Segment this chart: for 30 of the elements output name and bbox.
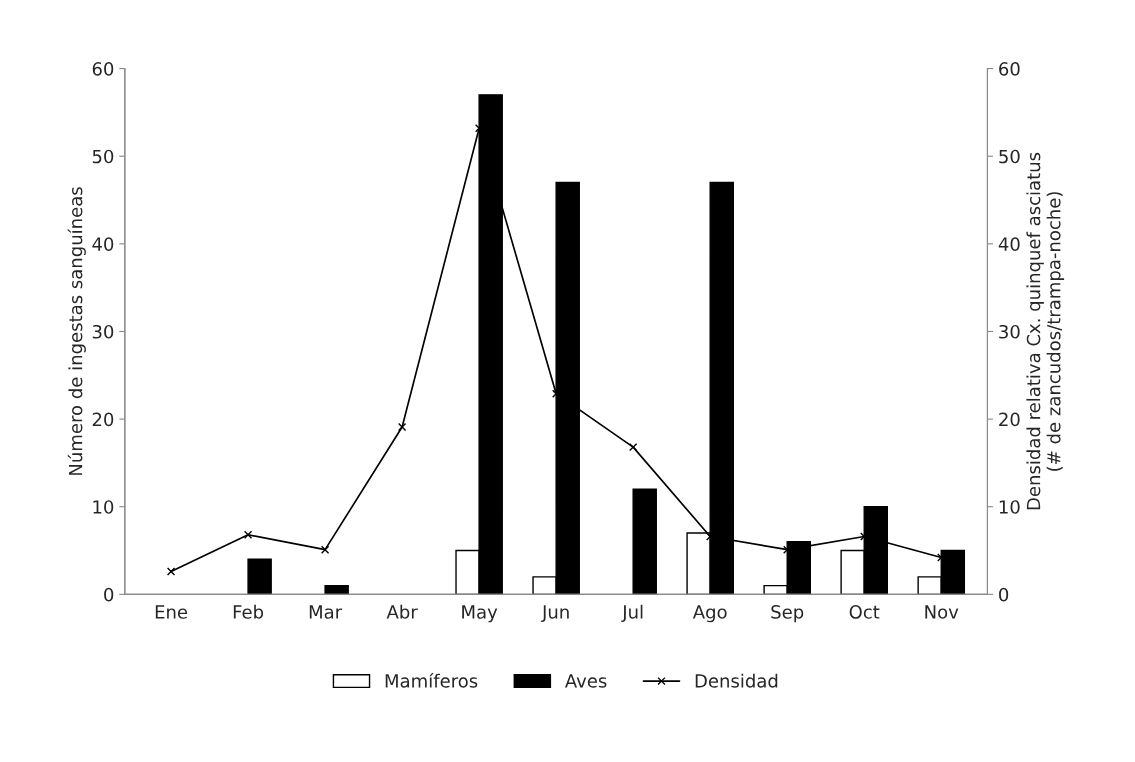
legend-label: Mamíferos: [385, 672, 478, 688]
y2-axis-title: Densidad relativa Cx. quinquef asciatus (# de zancudos/trampa-noche): [1026, 152, 1065, 510]
y2-tick-label: 50: [999, 149, 1020, 164]
y2-tick-label: 30: [999, 324, 1020, 339]
y2-tick-label: 10: [999, 500, 1020, 514]
y2-tick-label: 20: [999, 412, 1020, 427]
x-tick-label: Sep: [771, 605, 804, 623]
y-axis-title: Número de ingestas sanguíneas: [67, 187, 86, 475]
x-tick-label: Nov: [925, 605, 959, 619]
legend-label: Aves: [564, 674, 607, 688]
legend-label: Densidad: [695, 673, 778, 688]
x-tick-label: May: [462, 605, 498, 623]
y-tick-label: 0: [104, 587, 114, 602]
y-tick-label: 30: [92, 324, 114, 339]
x-tick-label: Jul: [621, 604, 643, 623]
x-tick-label: Jun: [541, 605, 569, 623]
y2-tick-label: 40: [998, 237, 1020, 251]
x-tick-label: Abr: [386, 604, 418, 619]
y-tick-label: 20: [92, 412, 114, 427]
x-tick-label: Ago: [692, 605, 727, 623]
y2-tick-label: 60: [999, 62, 1020, 76]
x-tick-label: Oct: [849, 605, 880, 619]
y-tick-label: 50: [92, 149, 114, 164]
y-tick-label: 10: [93, 500, 114, 514]
y-tick-label: 60: [92, 62, 114, 76]
x-tick-label: Mar: [309, 605, 343, 619]
x-tick-label: Ene: [155, 605, 188, 619]
y2-tick-label: 0: [999, 587, 1009, 602]
x-tick-label: Feb: [233, 604, 264, 619]
y-tick-label: 40: [92, 237, 114, 251]
